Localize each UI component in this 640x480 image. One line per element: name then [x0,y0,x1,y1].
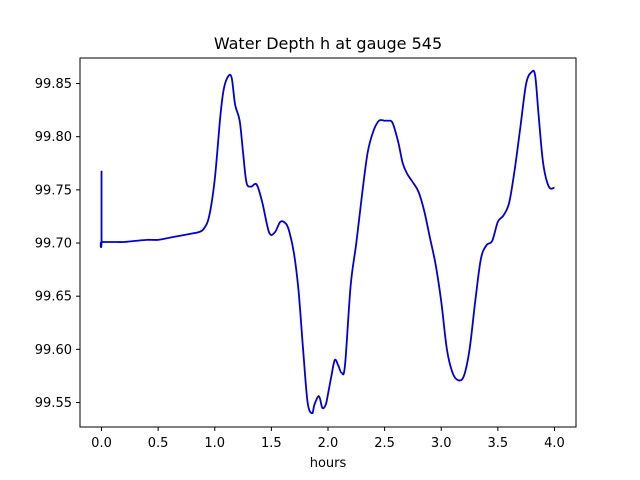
y-axis-ticks: 99.55 99.60 99.65 99.70 99.75 99.80 99.85 [35,77,80,411]
plot-layer [99,69,555,415]
y-tick-label: 99.80 [35,130,72,145]
x-tick-label: 4.0 [544,436,565,451]
x-tick-label: 2.5 [374,436,395,451]
x-tick-label: 0.0 [91,436,112,451]
axes-layer: 0.0 0.5 1.0 1.5 2.0 2.5 3.0 3.5 4.0 99.5599.6099… [35,57,577,451]
y-tick-label: 99.85 [35,77,72,92]
y-tick-label: 99.65 [35,290,72,305]
x-axis-label: hours [310,456,347,471]
series-line-0 [99,69,555,415]
y-tick-label: 99.70 [35,237,72,252]
x-axis-ticks: 0.0 0.5 1.0 1.5 2.0 2.5 3.0 3.5 4.0 [91,427,565,451]
y-tick-label: 99.75 [35,183,72,198]
y-tick-label: 99.55 [35,396,72,411]
y-tick-label: 99.60 [35,343,72,358]
chart-title: Water Depth h at gauge 545 [214,34,442,53]
x-tick-label: 1.5 [261,436,282,451]
x-tick-label: 0.5 [148,436,169,451]
x-tick-label: 1.0 [204,436,225,451]
x-tick-label: 3.5 [488,436,509,451]
x-tick-label: 3.0 [431,436,452,451]
x-tick-label: 2.0 [318,436,339,451]
